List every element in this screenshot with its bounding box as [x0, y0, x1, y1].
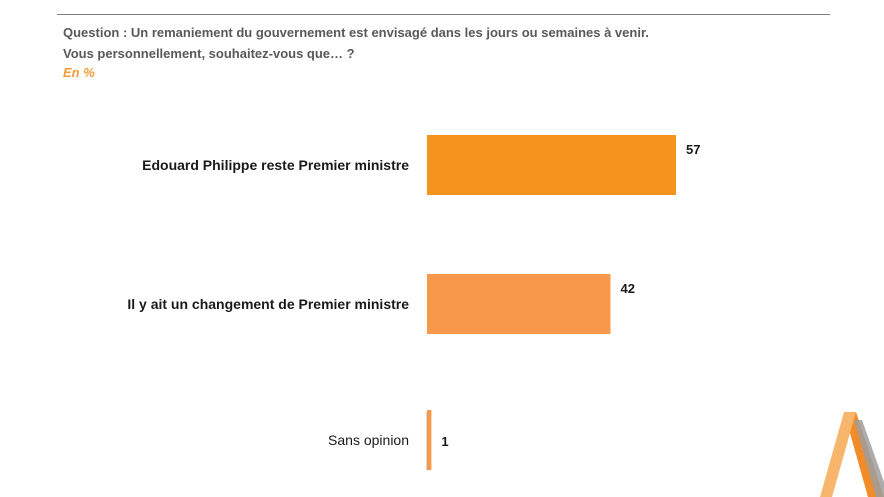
- category-label-3: Sans opinion: [328, 432, 409, 448]
- bar-2: [427, 274, 611, 334]
- value-label-1: 57: [686, 142, 700, 157]
- value-label-2: 42: [620, 281, 634, 296]
- value-label-3: 1: [441, 434, 448, 449]
- question-line-2: Vous personnellement, souhaitez-vous que…: [63, 46, 355, 61]
- brand-logo-icon: [820, 412, 884, 497]
- bar-3: [427, 410, 432, 470]
- question-text: Question : Un remaniement du gouvernemen…: [63, 22, 823, 64]
- top-rule: [57, 14, 830, 15]
- category-label-1: Edouard Philippe reste Premier ministre: [142, 157, 409, 173]
- category-label-2: Il y ait un changement de Premier minist…: [127, 296, 409, 312]
- bar-1: [427, 135, 676, 195]
- question-line-1: Question : Un remaniement du gouvernemen…: [63, 25, 649, 40]
- unit-label: En %: [63, 65, 95, 80]
